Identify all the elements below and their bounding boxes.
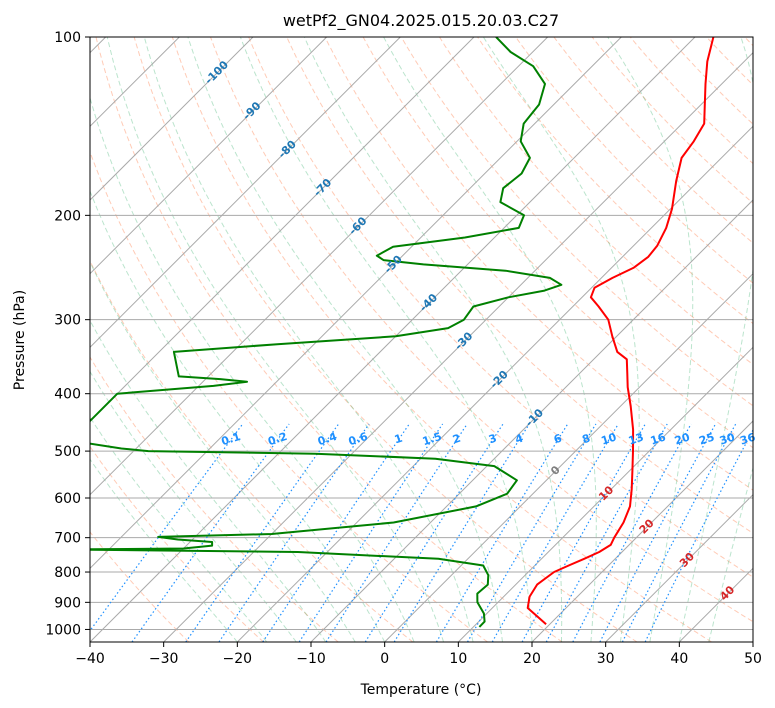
axes: −40 −30 −20 −10 0 10 20 30 40 5010020030040050060… xyxy=(45,30,762,667)
dry-adiabat-line xyxy=(248,37,753,578)
mixing-ratio-line xyxy=(644,428,753,642)
dry-adiabat-line xyxy=(90,531,190,642)
chart-title: wetPf2_GN04.2025.015.20.03.C27 xyxy=(283,11,559,31)
mixing-ratio-line xyxy=(393,423,530,642)
isotherm-gridline xyxy=(90,37,475,422)
moist-adiabat-line xyxy=(143,37,474,642)
y-tick-label: 100 xyxy=(54,30,81,46)
isotherm-gridline xyxy=(163,51,753,642)
moist-adiabat-line xyxy=(90,319,327,642)
mixing-ratio-label: 16 xyxy=(649,430,668,447)
y-tick-label: 1000 xyxy=(45,622,81,638)
y-tick-label: 800 xyxy=(54,565,81,581)
y-tick-label: 600 xyxy=(54,491,81,507)
isotherm-gridline xyxy=(90,37,328,275)
mixing-ratio-label: 0.4 xyxy=(316,430,339,448)
mixing-ratio-line xyxy=(599,423,717,642)
mixing-ratio-label: 13 xyxy=(627,430,646,447)
isotherm-gridline xyxy=(90,37,549,496)
x-tick-label: 50 xyxy=(744,651,762,667)
moist-adiabat-line xyxy=(90,260,356,642)
x-tick-label: 20 xyxy=(523,651,541,667)
mixing-ratio-label: 6 xyxy=(552,432,564,447)
dry-adiabat-line xyxy=(324,37,753,491)
y-tick-label: 400 xyxy=(54,387,81,403)
x-axis-label: Temperature (°C) xyxy=(360,682,482,698)
moist-adiabat-line xyxy=(607,37,694,642)
y-tick-label: 200 xyxy=(54,208,81,224)
moist-adiabat-line xyxy=(708,466,753,642)
mixing-ratio-label: 1 xyxy=(393,432,404,447)
moist-adiabat-line xyxy=(90,189,386,642)
x-tick-label: −40 xyxy=(75,651,105,667)
isotherm-gridline xyxy=(384,272,753,642)
x-tick-label: 0 xyxy=(380,651,389,667)
mixing-ratio-label: 25 xyxy=(697,430,716,447)
profile-lines xyxy=(90,37,715,628)
x-tick-label: 30 xyxy=(597,651,615,667)
moist-adiabat-line xyxy=(90,416,268,642)
mixing-ratio-label: 30 xyxy=(718,430,737,447)
dry-adiabat-line xyxy=(90,356,339,642)
mixing-ratio-line xyxy=(466,423,597,642)
mixing-ratio-label: 10 xyxy=(600,430,619,447)
mixing-ratio-label: 3 xyxy=(487,432,498,447)
mixing-ratio-line xyxy=(364,423,504,642)
x-tick-label: −20 xyxy=(223,651,253,667)
moist-adiabat-line xyxy=(678,37,753,642)
y-tick-label: 700 xyxy=(54,531,81,547)
mixing-ratio-label: 0.6 xyxy=(347,430,370,448)
dewpoint-profile-line xyxy=(90,37,563,628)
mixing-ratio-label: 2 xyxy=(451,432,462,447)
dry-adiabat-line xyxy=(133,37,638,642)
mixing-ratio-line xyxy=(131,423,290,642)
x-tick-label: 10 xyxy=(449,651,467,667)
mixing-ratio-label: 0.2 xyxy=(266,430,289,448)
moist-adiabat-line xyxy=(303,37,563,642)
mixing-ratio-line xyxy=(185,423,340,642)
x-tick-label: −10 xyxy=(296,651,326,667)
mixing-ratio-label: 0.1 xyxy=(220,430,243,448)
isotherm-gridline xyxy=(236,125,753,642)
dry-adiabat-line xyxy=(400,37,753,407)
moist-adiabat-line xyxy=(187,37,503,642)
dry-adiabat-line xyxy=(629,37,753,165)
mixing-ratio-label: 4 xyxy=(514,432,526,447)
temperature-profile-line xyxy=(526,37,715,625)
mixing-ratio-label: 20 xyxy=(673,430,692,447)
moist-adiabat-line xyxy=(482,37,640,642)
mixing-ratio-line xyxy=(435,423,569,642)
mixing-ratio-label: 1.5 xyxy=(421,430,444,448)
dry-adiabat-line xyxy=(90,259,414,642)
y-tick-label: 500 xyxy=(54,444,81,460)
y-tick-label: 900 xyxy=(54,595,81,611)
dry-adiabat-line xyxy=(171,37,712,642)
y-axis-label: Pressure (hPa) xyxy=(12,290,28,390)
isotherm-gridline xyxy=(90,37,401,349)
y-tick-label: 300 xyxy=(54,313,81,329)
moist-adiabat-line xyxy=(90,458,238,642)
mixing-ratio-line xyxy=(545,423,668,642)
isotherm-gridline xyxy=(605,493,753,642)
x-tick-label: 40 xyxy=(670,651,688,667)
moist-adiabat-line xyxy=(383,37,597,642)
plot-frame xyxy=(89,36,754,643)
mixing-ratio-line xyxy=(262,423,410,642)
dry-adiabat-line xyxy=(553,37,753,244)
isotherm-gridline xyxy=(457,346,753,642)
mixing-ratio-label: 8 xyxy=(581,432,592,447)
moist-adiabat-line xyxy=(106,37,445,642)
mixing-ratio-line xyxy=(572,423,692,642)
dry-adiabat-line xyxy=(209,37,753,623)
isotherm-gridline xyxy=(90,37,254,201)
mixing-ratio-line xyxy=(621,423,737,642)
dry-adiabat-line xyxy=(438,37,753,366)
mixing-ratio-line xyxy=(218,423,370,642)
isotherm-gridline xyxy=(531,420,753,642)
x-tick-label: −30 xyxy=(149,651,179,667)
